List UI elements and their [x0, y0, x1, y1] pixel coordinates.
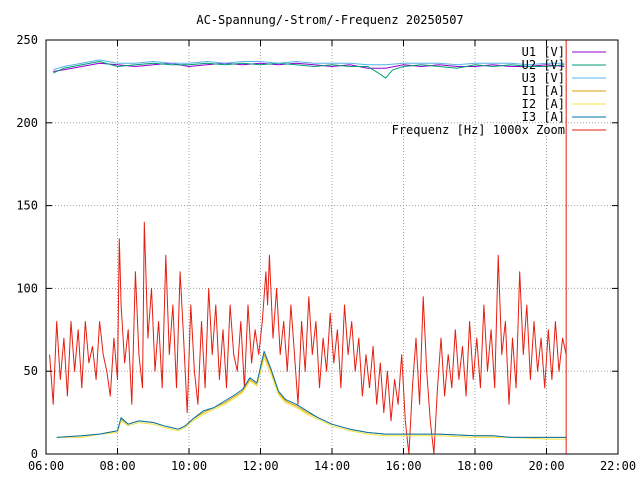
x-tick-label: 08:00 — [99, 459, 135, 473]
legend-label: U2 [V] — [522, 58, 565, 72]
legend: U1 [V]U2 [V]U3 [V]I1 [A]I2 [A]I3 [A]Freq… — [392, 45, 606, 137]
x-tick-label: 12:00 — [242, 459, 278, 473]
series-line-0 — [53, 62, 565, 72]
x-tick-label: 14:00 — [314, 459, 350, 473]
tick-marks — [45, 39, 619, 455]
y-tick-label: 100 — [16, 281, 38, 295]
y-tick-label: 50 — [24, 364, 38, 378]
y-tick-label: 0 — [31, 447, 38, 461]
grid-lines — [46, 40, 618, 454]
series-line-1 — [52, 61, 565, 79]
y-tick-label: 200 — [16, 116, 38, 130]
x-tick-label: 06:00 — [28, 459, 64, 473]
series-line-6 — [49, 221, 567, 455]
x-tick-label: 18:00 — [457, 459, 493, 473]
legend-label: U3 [V] — [522, 71, 565, 85]
legend-label: I2 [A] — [522, 97, 565, 111]
x-tick-label: 10:00 — [171, 459, 207, 473]
legend-label: U1 [V] — [522, 45, 565, 59]
legend-label: Frequenz [Hz] 1000x Zoom — [392, 123, 565, 137]
x-tick-label: 16:00 — [385, 459, 421, 473]
y-tick-label: 150 — [16, 199, 38, 213]
x-tick-label: 22:00 — [600, 459, 636, 473]
legend-label: I3 [A] — [522, 110, 565, 124]
x-tick-label: 20:00 — [528, 459, 564, 473]
y-tick-label: 250 — [16, 33, 38, 47]
series-line-5 — [56, 350, 567, 438]
legend-label: I1 [A] — [522, 84, 565, 98]
series-line-2 — [53, 59, 565, 71]
series-lines — [49, 40, 567, 455]
series-line-4 — [56, 357, 567, 440]
chart-title: AC-Spannung/-Strom/-Frequenz 20250507 — [196, 13, 463, 27]
